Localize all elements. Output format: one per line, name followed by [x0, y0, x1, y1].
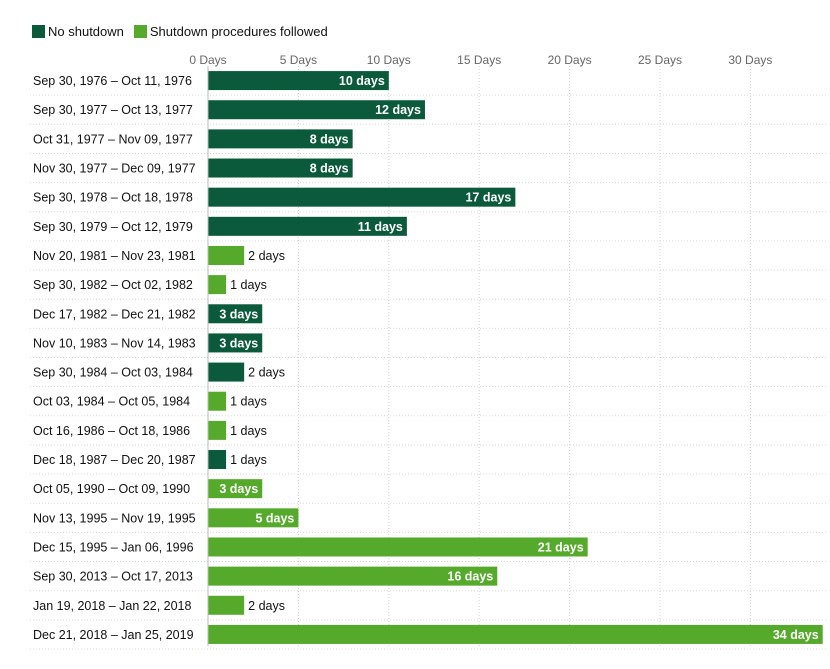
category-label: Oct 05, 1990 – Oct 09, 1990: [33, 482, 190, 496]
bar-value-label: 34 days: [773, 628, 819, 642]
x-tick-label: 0 Days: [189, 53, 226, 67]
bar: [208, 362, 245, 382]
bar: [208, 450, 227, 470]
bar: [208, 508, 299, 528]
bar: [208, 333, 263, 353]
category-label: Nov 20, 1981 – Nov 23, 1981: [33, 249, 196, 263]
x-tick-label: 30 Days: [728, 53, 772, 67]
x-tick-label: 25 Days: [638, 53, 682, 67]
bar: [208, 71, 389, 91]
bar: [208, 216, 407, 236]
category-label: Nov 30, 1977 – Dec 09, 1977: [33, 162, 196, 176]
x-tick-label: 5 Days: [280, 53, 317, 67]
bar-value-label: 5 days: [255, 511, 294, 525]
category-label: Sep 30, 1979 – Oct 12, 1979: [33, 220, 193, 234]
bar: [208, 595, 245, 615]
category-label: Sep 30, 1976 – Oct 11, 1976: [33, 74, 192, 88]
category-label: Jan 19, 2018 – Jan 22, 2018: [33, 599, 192, 613]
bar-value-label: 1 days: [230, 278, 267, 292]
category-label: Oct 03, 1984 – Oct 05, 1984: [33, 395, 190, 409]
bar-value-label: 17 days: [465, 191, 511, 205]
bar: [208, 275, 227, 295]
x-tick-label: 20 Days: [548, 53, 592, 67]
category-label: Sep 30, 1984 – Oct 03, 1984: [33, 366, 193, 380]
bar-value-label: 8 days: [310, 132, 349, 146]
bar-value-label: 12 days: [375, 103, 421, 117]
category-label: Oct 31, 1977 – Nov 09, 1977: [33, 132, 193, 146]
legend-item-no-shutdown: No shutdown: [32, 24, 124, 39]
bar-value-label: 2 days: [248, 366, 285, 380]
category-label: Oct 16, 1986 – Oct 18, 1986: [33, 424, 190, 438]
legend-label-no-shutdown: No shutdown: [48, 24, 124, 39]
legend-item-shutdown-procedures: Shutdown procedures followed: [133, 24, 328, 39]
bar: [208, 479, 263, 499]
category-label: Nov 10, 1983 – Nov 14, 1983: [33, 336, 196, 350]
x-tick-label: 15 Days: [457, 53, 501, 67]
bar: [208, 129, 353, 149]
bar-value-label: 8 days: [310, 162, 349, 176]
bar: [208, 624, 823, 644]
category-label: Dec 15, 1995 – Jan 06, 1996: [33, 540, 194, 554]
x-tick-label: 10 Days: [367, 53, 411, 67]
bar-value-label: 1 days: [230, 453, 267, 467]
category-label: Sep 30, 2013 – Oct 17, 2013: [33, 570, 193, 584]
legend-label-shutdown-procedures: Shutdown procedures followed: [149, 24, 328, 39]
category-label: Sep 30, 1978 – Oct 18, 1978: [33, 191, 193, 205]
bar: [208, 420, 227, 440]
bar: [208, 158, 353, 178]
bar: [208, 304, 263, 324]
category-label: Nov 13, 1995 – Nov 19, 1995: [33, 511, 196, 525]
bar: [208, 187, 516, 207]
bar-value-label: 16 days: [447, 570, 493, 584]
chart-legend: No shutdown Shutdown procedures followed: [32, 24, 338, 39]
bar-value-label: 11 days: [358, 220, 403, 234]
bar-value-label: 10 days: [339, 74, 385, 88]
legend-swatch-shutdown-procedures: [133, 25, 147, 38]
category-label: Sep 30, 1982 – Oct 02, 1982: [33, 278, 193, 292]
bar-value-label: 1 days: [230, 395, 267, 409]
bar-value-label: 2 days: [248, 599, 285, 613]
bar: [208, 245, 245, 265]
legend-swatch-no-shutdown: [32, 25, 45, 38]
bar-value-label: 3 days: [219, 482, 258, 496]
bar-value-label: 3 days: [219, 307, 258, 321]
bar-value-label: 2 days: [248, 249, 285, 263]
bar: [208, 100, 425, 120]
bar-value-label: 1 days: [230, 424, 267, 438]
bar: [208, 537, 588, 557]
category-label: Dec 18, 1987 – Dec 20, 1987: [33, 453, 196, 467]
bar: [208, 566, 498, 586]
bar: [208, 391, 227, 411]
category-label: Dec 17, 1982 – Dec 21, 1982: [33, 307, 196, 321]
category-label: Sep 30, 1977 – Oct 13, 1977: [33, 103, 193, 117]
bar-value-label: 21 days: [538, 540, 584, 554]
bar-value-label: 3 days: [219, 336, 258, 350]
category-label: Dec 21, 2018 – Jan 25, 2019: [33, 628, 194, 642]
